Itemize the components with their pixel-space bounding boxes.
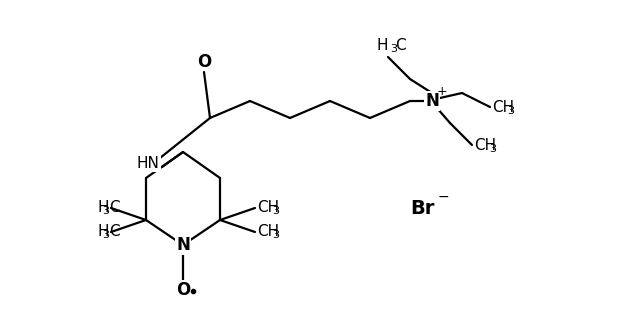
- Text: Br: Br: [410, 198, 434, 217]
- Text: O: O: [176, 281, 190, 299]
- Text: HN: HN: [136, 156, 159, 171]
- Text: C: C: [109, 201, 120, 215]
- Text: CH: CH: [257, 224, 279, 240]
- Text: 3: 3: [102, 206, 109, 216]
- Text: 3: 3: [489, 144, 496, 154]
- Text: 3: 3: [102, 231, 109, 241]
- Text: 3: 3: [272, 231, 279, 241]
- Text: H: H: [97, 224, 109, 240]
- Text: C: C: [395, 37, 406, 52]
- Text: H: H: [97, 201, 109, 215]
- Text: N: N: [176, 236, 190, 254]
- Text: CH: CH: [257, 201, 279, 215]
- Text: C: C: [109, 224, 120, 240]
- Text: H: H: [376, 37, 388, 52]
- Text: N: N: [425, 92, 439, 110]
- Text: 3: 3: [272, 206, 279, 216]
- Text: O: O: [197, 53, 211, 71]
- Text: CH: CH: [474, 137, 496, 153]
- Text: +: +: [436, 84, 447, 98]
- Text: 3: 3: [507, 106, 514, 116]
- Text: 3: 3: [390, 44, 397, 54]
- Text: CH: CH: [492, 99, 514, 115]
- Text: −: −: [438, 190, 450, 204]
